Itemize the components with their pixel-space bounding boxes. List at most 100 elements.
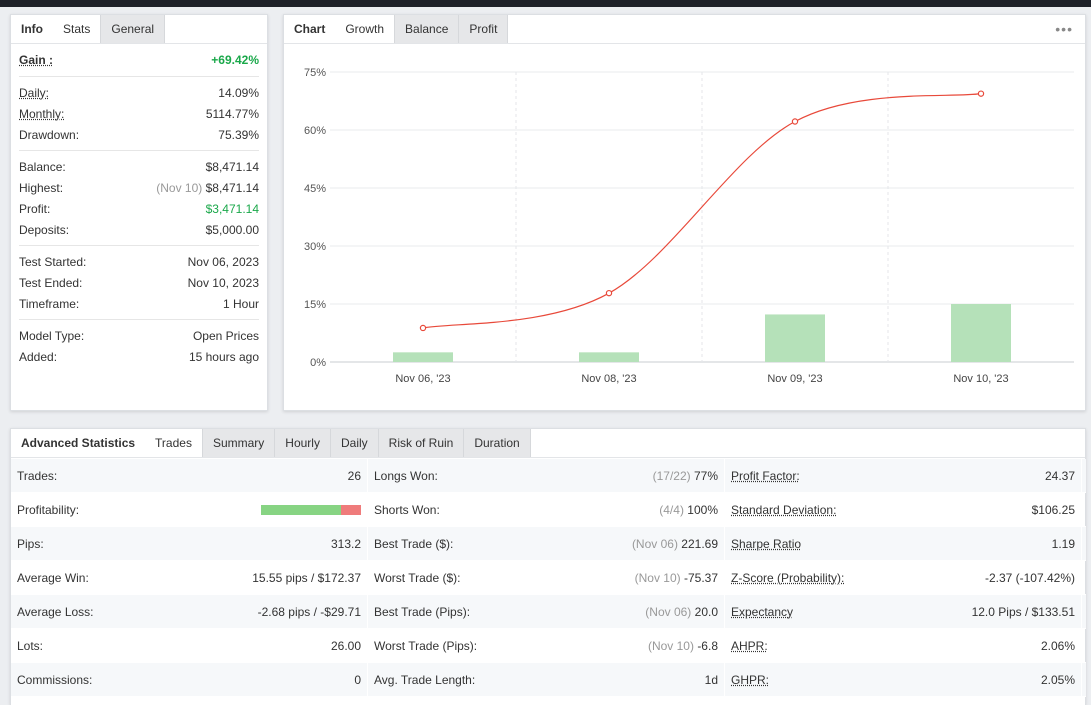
tab-summary[interactable]: Summary (202, 429, 276, 457)
growth-point (605, 289, 613, 297)
stat-label: GHPR: (731, 673, 770, 687)
info-panel: Info Stats General Gain : +69.42% Daily:… (10, 14, 268, 411)
monthly-label: Monthly: (19, 106, 65, 121)
info-tabs: Info Stats General (11, 15, 267, 44)
stat-cell: Lots: 26.00 (11, 629, 368, 663)
profit-row: Profit: $3,471.14 (11, 198, 267, 219)
stat-note: (Nov 10) (634, 571, 681, 585)
bar (951, 304, 1011, 362)
tab-growth[interactable]: Growth (335, 15, 396, 43)
balance-value: $8,471.14 (205, 159, 259, 174)
tab-hourly[interactable]: Hourly (275, 429, 331, 457)
stat-cell: Profit Factor: 24.37 (725, 459, 1082, 493)
stat-cell: GHPR: 2.05% (725, 663, 1082, 697)
stat-label: Expectancy (731, 605, 794, 619)
tab-daily[interactable]: Daily (330, 429, 379, 457)
divider (19, 319, 259, 320)
stat-value-wrap: -2.37 (-107.42%) (985, 571, 1075, 585)
stat-value: 221.69 (681, 537, 718, 551)
stat-note: (Nov 06) (631, 537, 678, 551)
stat-value: 1.19 (1051, 537, 1075, 551)
chart-panel: Chart Growth Balance Profit ••• 0% 15% 30%… (283, 14, 1086, 411)
stat-note: (4/4) (659, 503, 684, 517)
growth-point (419, 324, 427, 332)
growth-point (791, 118, 799, 125)
stat-label: Longs Won: (374, 469, 438, 483)
top-bar (0, 0, 1091, 7)
tab-trades[interactable]: Trades (145, 429, 203, 457)
timeframe-label: Timeframe: (19, 296, 80, 311)
stat-value-wrap: 0 (354, 673, 361, 687)
divider (19, 150, 259, 151)
tab-chart[interactable]: Chart (284, 15, 336, 43)
stat-label: Profitability: (17, 503, 80, 517)
stat-value: 26 (347, 469, 361, 483)
y-tick-label: 60% (304, 125, 326, 137)
stat-cell: Z-Score (Probability): -2.37 (-107.42%) (725, 561, 1082, 595)
stats-grid: Trades: 26 Longs Won: (17/22) 77% Profit Fac… (11, 459, 1086, 697)
gain-row: Gain : +69.42% (11, 49, 267, 71)
tab-risk-of-ruin[interactable]: Risk of Ruin (378, 429, 465, 457)
stat-label: Avg. Trade Length: (374, 673, 476, 687)
stat-cell: Standard Deviation: $106.25 (725, 493, 1082, 527)
advanced-statistics-panel: Advanced Statistics Trades Summary Hourl… (10, 428, 1086, 705)
stat-cell: Pips: 313.2 (11, 527, 368, 561)
y-tick-label: 30% (304, 241, 326, 253)
stat-label: Average Win: (17, 571, 89, 585)
tab-stats[interactable]: Stats (53, 15, 102, 43)
profit-label: Profit: (19, 201, 51, 216)
tab-duration[interactable]: Duration (464, 429, 531, 457)
stat-label: Pips: (17, 537, 44, 551)
stat-label: Worst Trade ($): (374, 571, 461, 585)
x-tick-label: Nov 08, '23 (581, 373, 636, 385)
stat-label: Best Trade ($): (374, 537, 454, 551)
test-ended-row: Test Ended: Nov 10, 2023 (11, 272, 267, 293)
stat-cell: Worst Trade (Pips): (Nov 10) -6.8 (368, 629, 725, 663)
stat-value: 26.00 (330, 639, 361, 653)
stat-value-wrap: 12.0 Pips / $133.51 (972, 605, 1075, 619)
stat-cell: Trades: 26 (11, 459, 368, 493)
stat-value-wrap: -2.68 pips / -$29.71 (258, 605, 361, 619)
daily-value: 14.09% (218, 85, 259, 100)
deposits-row: Deposits: $5,000.00 (11, 219, 267, 240)
tab-balance[interactable]: Balance (395, 15, 460, 43)
stat-value-wrap: 26.00 (331, 639, 361, 653)
highest-value: $8,471.14 (205, 180, 259, 195)
tab-info[interactable]: Info (11, 15, 53, 43)
bar (765, 314, 825, 362)
x-tick-label: Nov 09, '23 (767, 373, 822, 385)
stat-value: 24.37 (1044, 469, 1075, 483)
tab-general[interactable]: General (101, 15, 166, 43)
stats-row: Average Loss: -2.68 pips / -$29.71 Best Tr… (11, 595, 1086, 629)
stat-note: (Nov 06) (645, 605, 692, 619)
tab-profit[interactable]: Profit (459, 15, 509, 43)
stat-label: Standard Deviation: (731, 503, 837, 517)
stat-note: (Nov 10) (647, 639, 694, 653)
y-tick-label: 15% (304, 299, 326, 311)
growth-line (422, 93, 982, 329)
stat-value-wrap: (Nov 06) 20.0 (645, 605, 718, 619)
deposits-label: Deposits: (19, 222, 70, 237)
stat-label: Trades: (17, 469, 58, 483)
tab-advanced-statistics[interactable]: Advanced Statistics (11, 429, 146, 457)
stat-cell: Commissions: 0 (11, 663, 368, 697)
stat-value-wrap: 26 (348, 469, 361, 483)
bar (393, 352, 453, 362)
bar (579, 352, 639, 362)
stat-cell: Shorts Won: (4/4) 100% (368, 493, 725, 527)
stat-label: Profit Factor: (731, 469, 800, 483)
stat-value-wrap: (Nov 10) -6.8 (648, 639, 718, 653)
timeframe-value: 1 Hour (222, 296, 259, 311)
balance-row: Balance: $8,471.14 (11, 156, 267, 177)
stats-row: Trades: 26 Longs Won: (17/22) 77% Profit Fac… (11, 459, 1086, 493)
y-tick-label: 45% (304, 183, 326, 195)
stat-value-wrap: 24.37 (1045, 469, 1075, 483)
model-type-row: Model Type: Open Prices (11, 325, 267, 346)
stat-value: 1d (704, 673, 718, 687)
stat-label: Lots: (17, 639, 44, 653)
stat-value-wrap: (4/4) 100% (659, 503, 718, 517)
more-dots-icon[interactable]: ••• (1055, 21, 1073, 37)
stat-label: AHPR: (731, 639, 768, 653)
monthly-row: Monthly: 5114.77% (11, 103, 267, 124)
stat-value: 15.55 pips / $172.37 (252, 571, 361, 585)
